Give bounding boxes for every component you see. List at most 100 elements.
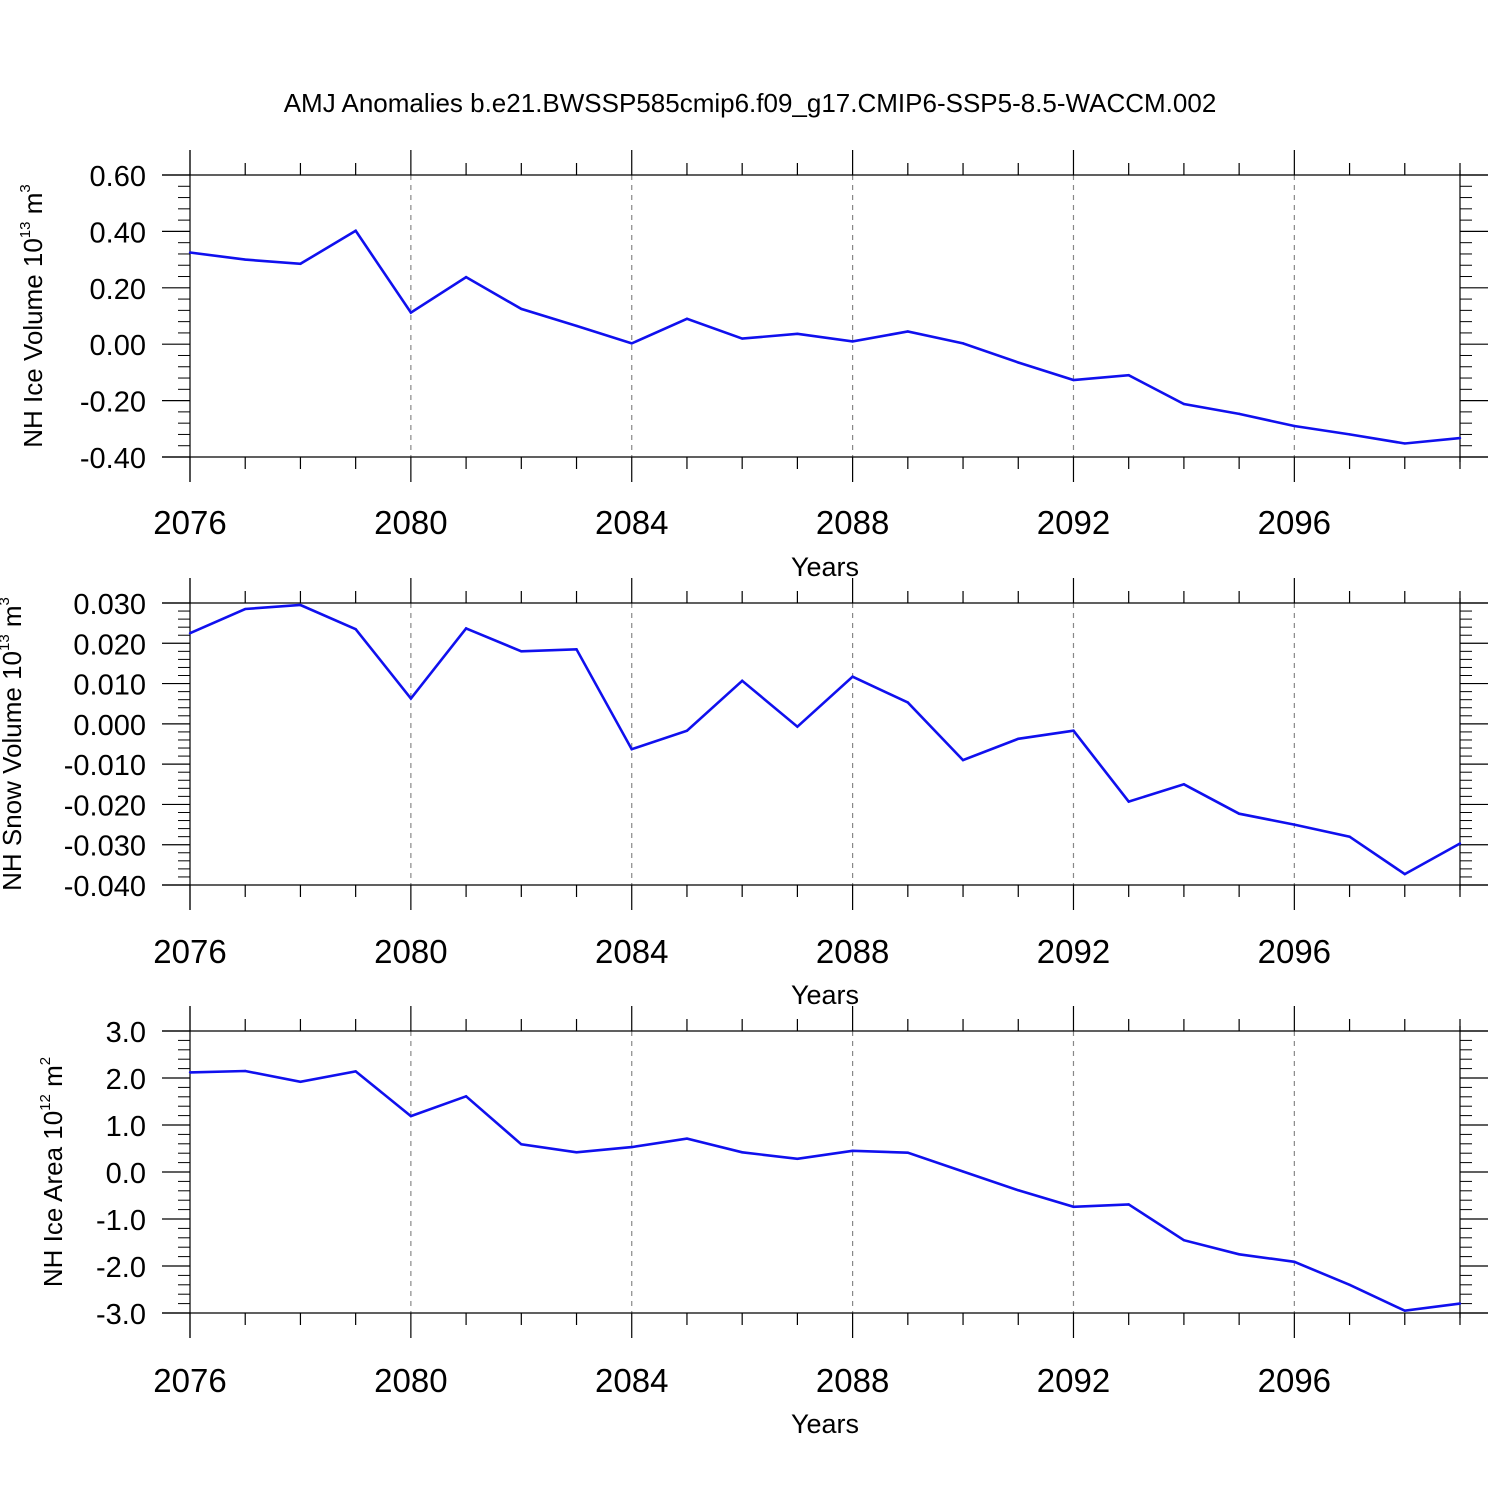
data-point: [685, 317, 689, 321]
y-tick-label: 0.40: [90, 217, 146, 249]
data-point: [1293, 1260, 1296, 1263]
data-point: [906, 1151, 910, 1154]
x-tick-label: 2096: [1258, 933, 1331, 970]
y-label-superscript: 12: [37, 1094, 54, 1111]
x-tick-label: 2088: [816, 933, 889, 970]
y-label-superscript: 3: [0, 597, 13, 605]
series-line: [189, 229, 1461, 445]
data-point: [1182, 402, 1186, 406]
x-tick-label: 2092: [1037, 504, 1110, 541]
data-point: [188, 632, 192, 635]
y-tick-label: -0.020: [64, 790, 146, 822]
data-point: [1458, 436, 1462, 440]
x-tick-label: 2080: [374, 1362, 447, 1399]
x-tick-label: 2084: [595, 1362, 668, 1399]
y-label-text: NH Ice Area 10: [38, 1111, 68, 1287]
data-point: [961, 342, 965, 345]
data-point: [796, 1157, 799, 1161]
data-point: [409, 1114, 413, 1118]
y-tick-label: 0.20: [90, 274, 146, 306]
data-point: [1182, 783, 1186, 786]
y-label-text: NH Ice Volume 10: [18, 238, 48, 448]
data-point: [1182, 1238, 1186, 1242]
y-label-text: NH Snow Volume 10: [0, 651, 27, 891]
series-line: [189, 1069, 1461, 1313]
y-tick-label: 0.030: [73, 589, 146, 621]
data-point: [354, 1070, 357, 1073]
y-tick-label: 0.0: [106, 1158, 146, 1190]
x-tick-label: 2088: [816, 1362, 889, 1399]
x-tick-label: 2092: [1037, 1362, 1110, 1399]
y-axis-label: NH Ice Area 1012 m2: [37, 1057, 68, 1287]
data-point: [685, 729, 689, 732]
data-point: [464, 627, 468, 630]
data-point: [354, 627, 357, 631]
data-point: [1072, 378, 1075, 382]
data-point: [851, 340, 854, 343]
data-point: [1017, 1189, 1020, 1192]
y-label-superscript: 13: [17, 221, 34, 238]
data-point: [520, 1143, 523, 1146]
data-point: [961, 1170, 965, 1173]
data-point: [244, 607, 247, 611]
data-point: [575, 1151, 578, 1154]
y-axis-label: NH Ice Volume 1013 m3: [17, 184, 48, 447]
data-point: [740, 679, 744, 682]
y-tick-label: 0.010: [73, 670, 146, 702]
y-label-text: m: [38, 1065, 68, 1094]
data-point: [299, 262, 302, 266]
data-point: [464, 1095, 468, 1098]
data-point: [1403, 872, 1406, 876]
x-tick-label: 2076: [153, 1362, 226, 1399]
data-point: [1072, 1205, 1075, 1208]
x-tick-label: 2096: [1258, 1362, 1331, 1399]
y-tick-label: 1.0: [106, 1111, 146, 1143]
x-tick-label: 2080: [374, 504, 447, 541]
y-label-text: m: [0, 605, 27, 634]
x-tick-label: 2092: [1037, 933, 1110, 970]
chart-panel-2: 0.030 0.020 0.010 0.000 -0.010 -0.020 -0.030 -0…: [0, 578, 1488, 1010]
data-point: [906, 701, 910, 704]
data-point: [1458, 1302, 1462, 1305]
data-point: [575, 648, 578, 651]
data-point: [685, 1137, 689, 1140]
y-label-superscript: 3: [17, 184, 34, 192]
y-tick-label: -3.0: [96, 1299, 146, 1331]
y-label-text: m: [18, 193, 48, 222]
y-tick-label: 0.020: [73, 629, 146, 661]
data-point: [188, 1071, 192, 1074]
data-point: [520, 650, 523, 653]
data-point: [354, 229, 357, 233]
data-point: [244, 1069, 247, 1073]
data-point: [740, 337, 744, 340]
data-point: [630, 342, 633, 345]
x-tick-label: 2088: [816, 504, 889, 541]
y-tick-label: 3.0: [106, 1017, 146, 1049]
x-tick-label: 2084: [595, 933, 668, 970]
data-point: [1293, 424, 1296, 428]
data-point: [1348, 433, 1351, 436]
y-tick-label: -0.20: [80, 387, 146, 419]
y-tick-label: 0.000: [73, 710, 146, 742]
data-point: [1403, 442, 1406, 445]
data-point: [1237, 1253, 1241, 1256]
y-tick-label: 0.60: [90, 161, 146, 193]
data-point: [299, 603, 302, 607]
data-point: [1127, 374, 1130, 377]
data-point: [630, 748, 633, 751]
y-tick-label: 2.0: [106, 1064, 146, 1096]
data-point: [464, 275, 468, 279]
y-tick-label: -2.0: [96, 1252, 146, 1284]
data-point: [851, 675, 854, 678]
x-axis-label: Years: [791, 1409, 859, 1439]
data-point: [740, 1151, 744, 1154]
y-tick-label: -0.040: [64, 871, 146, 903]
data-point: [409, 697, 413, 700]
data-point: [796, 332, 799, 335]
data-point: [630, 1145, 633, 1149]
data-point: [1403, 1309, 1406, 1312]
